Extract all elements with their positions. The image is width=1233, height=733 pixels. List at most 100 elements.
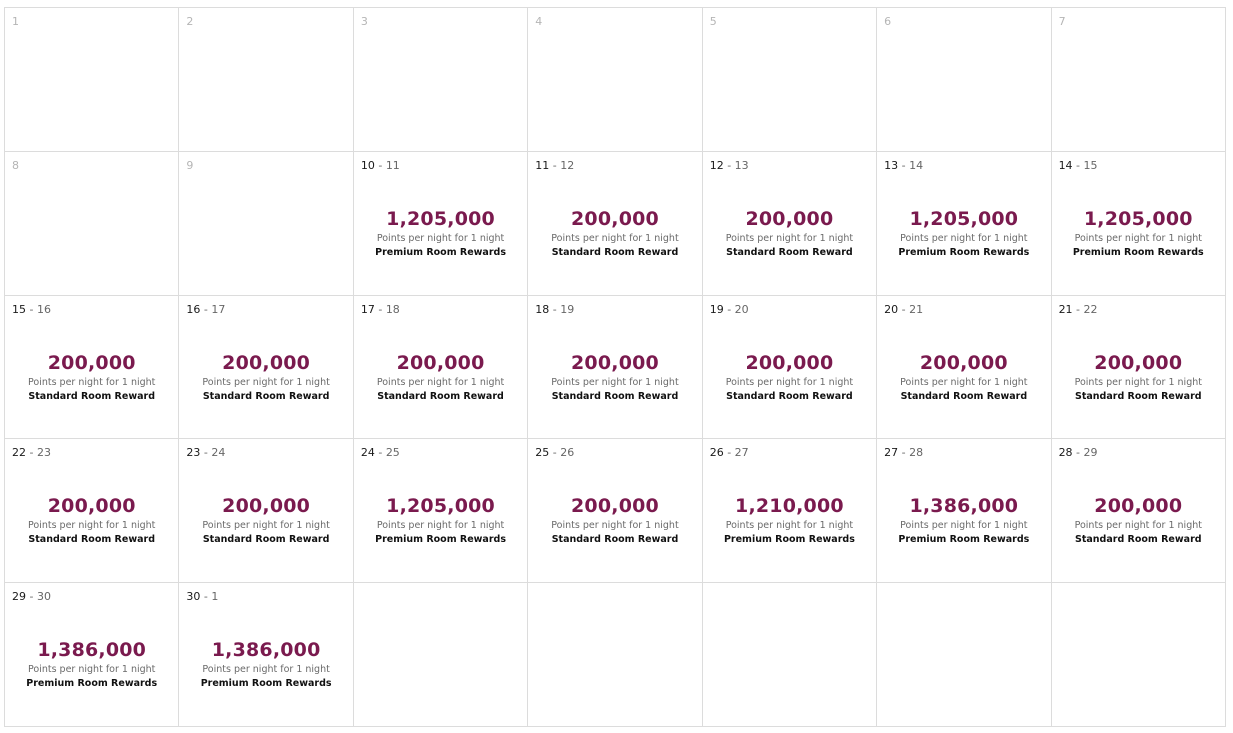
- calendar-day-cell[interactable]: 11 - 12 200,000 Points per night for 1 nig…: [528, 151, 703, 296]
- points-value: 1,205,000: [909, 207, 1019, 230]
- date-separator: -: [1072, 158, 1084, 172]
- points-caption: Points per night for 1 night: [725, 232, 854, 244]
- check-out-date: 18: [385, 302, 400, 316]
- points-value: 200,000: [745, 207, 834, 230]
- points-value: 200,000: [47, 351, 136, 374]
- check-in-date: 25: [535, 446, 550, 460]
- points-value: 200,000: [571, 495, 659, 518]
- date-separator: -: [898, 158, 910, 172]
- calendar-empty-cell: [528, 583, 703, 727]
- calendar-day-cell: 9: [179, 151, 354, 296]
- check-out-date: 23: [36, 446, 51, 460]
- reward-type: Premium Room Rewards: [898, 246, 1030, 258]
- points-caption: Points per night for 1 night: [202, 664, 330, 676]
- reward-type: Standard Room Reward: [28, 534, 155, 546]
- points-caption: Points per night for 1 night: [1074, 376, 1202, 388]
- points-value: 200,000: [571, 351, 659, 374]
- calendar-day-cell[interactable]: 29 - 30 1,386,000 Points per night for 1 n…: [5, 583, 180, 727]
- price-block: 1,205,000 Points per night for 1 night Pre…: [354, 208, 527, 258]
- points-caption: Points per night for 1 night: [551, 376, 679, 388]
- calendar-day-cell[interactable]: 21 - 22 200,000 Points per night for 1 nig…: [1051, 295, 1226, 440]
- date-separator: -: [26, 446, 37, 460]
- calendar-day-cell[interactable]: 19 - 20 200,000 Points per night for 1 nig…: [702, 295, 878, 440]
- date-separator: -: [1072, 446, 1084, 460]
- check-in-date: 12: [709, 158, 724, 172]
- points-value: 200,000: [919, 351, 1008, 374]
- calendar-day-cell[interactable]: 14 - 15 1,205,000 Points per night for 1 n…: [1051, 151, 1226, 296]
- day-number: 4: [535, 15, 543, 28]
- calendar-day-cell[interactable]: 18 - 19 200,000 Points per night for 1 nig…: [528, 295, 703, 440]
- points-value: 200,000: [396, 351, 485, 374]
- points-caption: Points per night for 1 night: [376, 376, 505, 388]
- points-caption: Points per night for 1 night: [376, 520, 505, 532]
- check-out-date: 11: [385, 158, 400, 172]
- calendar-day-cell[interactable]: 30 - 1 1,386,000 Points per night for 1 ni…: [179, 583, 354, 727]
- calendar-day-cell[interactable]: 12 - 13 200,000 Points per night for 1 nig…: [702, 151, 878, 296]
- calendar-day-cell[interactable]: 20 - 21 200,000 Points per night for 1 nig…: [877, 295, 1052, 440]
- day-number: 1: [12, 15, 19, 28]
- calendar-day-cell[interactable]: 17 - 18 200,000 Points per night for 1 nig…: [353, 295, 529, 440]
- calendar-day-cell[interactable]: 15 - 16 200,000 Points per night for 1 nig…: [5, 295, 180, 440]
- date-range: 18 - 19: [535, 303, 574, 316]
- check-out-date: 29: [1083, 446, 1098, 460]
- points-caption: Points per night for 1 night: [725, 376, 854, 388]
- calendar-day-cell: 5: [702, 8, 878, 152]
- price-block: 1,386,000 Points per night for 1 night Pre…: [179, 639, 352, 689]
- date-range: 15 - 16: [12, 303, 51, 316]
- points-value: 1,205,000: [1083, 207, 1193, 230]
- check-out-date: 30: [36, 590, 51, 604]
- date-range: 29 - 30: [12, 590, 51, 603]
- calendar-day-cell[interactable]: 28 - 29 200,000 Points per night for 1 nig…: [1051, 439, 1226, 584]
- date-separator: -: [723, 302, 735, 316]
- calendar-day-cell[interactable]: 25 - 26 200,000 Points per night for 1 nig…: [528, 439, 703, 584]
- check-out-date: 28: [909, 446, 924, 460]
- points-value: 1,205,000: [386, 495, 495, 518]
- date-range: 27 - 28: [884, 446, 923, 459]
- price-block: 1,205,000 Points per night for 1 night Pre…: [877, 208, 1050, 258]
- points-value: 200,000: [1094, 495, 1183, 518]
- date-range: 19 - 20: [710, 303, 749, 316]
- reward-type: Standard Room Reward: [551, 246, 679, 258]
- reward-type: Premium Room Rewards: [375, 534, 506, 546]
- date-separator: -: [374, 302, 386, 316]
- calendar-day-cell: 6: [877, 8, 1052, 152]
- date-range: 21 - 22: [1059, 303, 1098, 316]
- reward-type: Standard Room Reward: [726, 246, 853, 258]
- points-caption: Points per night for 1 night: [376, 232, 505, 244]
- reward-type: Premium Room Rewards: [898, 534, 1030, 546]
- price-block: 1,386,000 Points per night for 1 night Pre…: [877, 495, 1050, 545]
- calendar-day-cell: 7: [1051, 8, 1226, 152]
- calendar-day-cell[interactable]: 13 - 14 1,205,000 Points per night for 1 n…: [877, 151, 1052, 296]
- date-separator: -: [1072, 302, 1084, 316]
- date-separator: -: [200, 446, 212, 460]
- calendar-day-cell[interactable]: 16 - 17 200,000 Points per night for 1 nig…: [179, 295, 354, 440]
- check-out-date: 26: [560, 446, 575, 460]
- points-caption: Points per night for 1 night: [900, 232, 1028, 244]
- price-block: 200,000 Points per night for 1 night Stand…: [354, 352, 527, 402]
- check-in-date: 27: [884, 446, 899, 460]
- calendar-day-cell[interactable]: 23 - 24 200,000 Points per night for 1 nig…: [179, 439, 354, 584]
- calendar-day-cell[interactable]: 22 - 23 200,000 Points per night for 1 nig…: [5, 439, 180, 584]
- price-block: 1,386,000 Points per night for 1 night Pre…: [5, 639, 178, 689]
- calendar-day-cell[interactable]: 26 - 27 1,210,000 Points per night for 1 n…: [702, 439, 878, 584]
- check-out-date: 27: [734, 446, 749, 460]
- calendar-day-cell[interactable]: 27 - 28 1,386,000 Points per night for 1 n…: [877, 439, 1052, 584]
- calendar-day-cell[interactable]: 10 - 11 1,205,000 Points per night for 1 n…: [353, 151, 529, 296]
- points-caption: Points per night for 1 night: [202, 376, 330, 388]
- points-value: 200,000: [222, 495, 311, 518]
- date-range: 17 - 18: [361, 303, 400, 316]
- calendar-day-cell: 3: [353, 8, 529, 152]
- points-value: 200,000: [745, 351, 834, 374]
- check-in-date: 26: [709, 446, 724, 460]
- points-value: 1,386,000: [909, 495, 1019, 518]
- date-range: 30 - 1: [186, 590, 218, 603]
- calendar-day-cell[interactable]: 24 - 25 1,205,000 Points per night for 1 n…: [353, 439, 529, 584]
- check-in-date: 17: [360, 302, 375, 316]
- check-in-date: 15: [12, 302, 26, 316]
- day-number: 6: [884, 15, 892, 28]
- date-separator: -: [374, 446, 386, 460]
- check-in-date: 24: [360, 446, 375, 460]
- check-in-date: 18: [535, 302, 550, 316]
- price-block: 1,210,000 Points per night for 1 night Pre…: [703, 495, 876, 545]
- price-block: 200,000 Points per night for 1 night Stand…: [5, 495, 178, 545]
